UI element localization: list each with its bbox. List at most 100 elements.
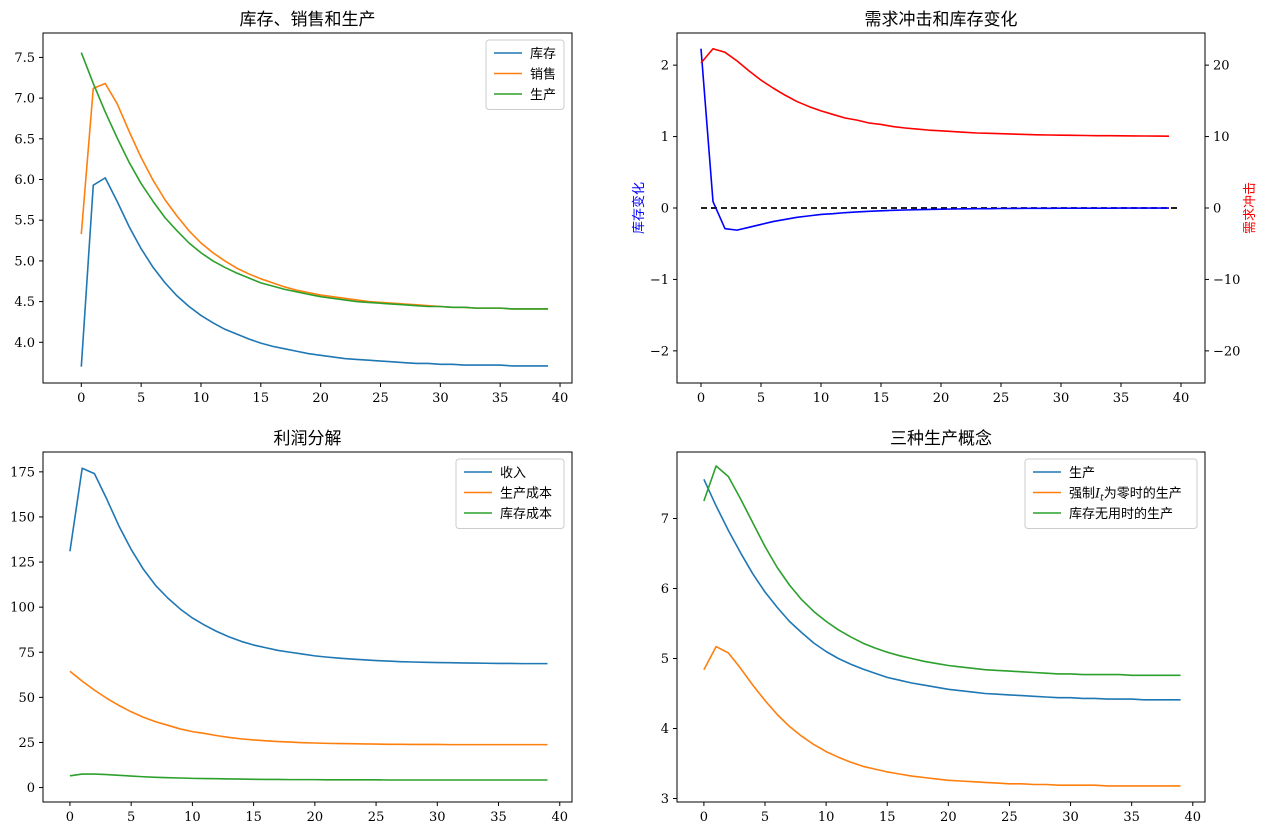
legend-label: 生产 [1069, 466, 1095, 481]
series-line-2 [703, 645, 1181, 787]
y-tick-label: 4 [661, 722, 669, 737]
y-tick-label: 6.0 [14, 173, 35, 188]
y-tick-label: 6.5 [14, 132, 35, 147]
legend-box [1024, 458, 1198, 529]
y-tick-label: 25 [18, 736, 35, 751]
y-tick-label: 1 [661, 130, 669, 145]
y-tick-label: 75 [18, 646, 35, 661]
x-tick-label: 0 [66, 810, 74, 825]
x-tick-label: 5 [761, 810, 769, 825]
y-tick-label: 4.5 [14, 295, 35, 310]
plot-frame [676, 32, 1206, 384]
x-tick-label: 0 [697, 391, 705, 406]
x-tick-label: 10 [813, 391, 830, 406]
x-tick-label: 10 [818, 810, 835, 825]
y-right-tick-label: 0 [1213, 202, 1221, 217]
x-tick-label: 35 [1113, 391, 1130, 406]
x-tick-label: 20 [940, 810, 957, 825]
x-tick-label: 0 [700, 810, 708, 825]
legend-box [485, 39, 565, 110]
y-tick-label: 3 [661, 792, 669, 807]
y-right-tick-label: 10 [1213, 130, 1230, 145]
y-tick-label: 0 [27, 781, 35, 796]
series-line-2 [80, 82, 549, 310]
x-tick-label: 5 [757, 391, 765, 406]
x-tick-label: 15 [245, 810, 262, 825]
legend-label: 销售 [530, 67, 556, 83]
legend-label: 生产成本 [500, 487, 552, 502]
y-tick-label: −2 [650, 344, 669, 359]
x-tick-label: 15 [879, 810, 896, 825]
chart-title: 库存、销售和生产 [240, 10, 376, 30]
y-tick-label: 125 [10, 556, 35, 571]
y-tick-label: 0 [661, 202, 669, 217]
y-tick-label: 6 [661, 582, 669, 597]
chart-panel-1: 库存、销售和生产 0 5 10 15 20 25 30 35 40 4.0 4.5 5.0 5.5 6.0 6… [14, 10, 573, 406]
y-tick-label: −1 [650, 273, 669, 288]
y-tick-label: 4.0 [14, 336, 35, 351]
y-tick-label: 7 [661, 512, 669, 527]
x-tick-label: 15 [253, 391, 270, 406]
y-tick-label: 175 [10, 465, 35, 480]
series-line-1 [703, 478, 1181, 701]
x-tick-label: 25 [372, 391, 389, 406]
x-tick-label: 20 [933, 391, 950, 406]
plot-frame [676, 451, 1206, 803]
y-tick-label: 50 [18, 691, 35, 706]
chart-title: 利润分解 [274, 429, 342, 449]
legend-label: 库存无用时的生产 [1069, 506, 1173, 522]
y-right-tick-label: −10 [1213, 273, 1240, 288]
plot-frame [42, 32, 573, 384]
y-tick-label: 100 [10, 601, 35, 616]
series-line-2 [700, 47, 1170, 137]
x-tick-label: 10 [193, 391, 210, 406]
x-tick-label: 35 [490, 810, 507, 825]
x-tick-label: 40 [1173, 391, 1190, 406]
y-right-tick-label: 20 [1213, 59, 1230, 74]
series-line-3 [69, 773, 548, 781]
x-tick-label: 40 [551, 810, 568, 825]
x-tick-label: 15 [873, 391, 890, 406]
x-tick-label: 25 [993, 391, 1010, 406]
x-tick-label: 20 [312, 391, 329, 406]
chart-title: 三种生产概念 [890, 428, 992, 449]
series-line-1 [700, 48, 1169, 231]
x-tick-label: 5 [127, 810, 135, 825]
x-tick-label: 25 [1001, 810, 1018, 825]
chart-panel-3: 利润分解 0 5 10 15 20 25 30 35 40 0 25 50 75 100 125 150 175 收… [10, 429, 573, 825]
y-tick-label: 5 [661, 652, 669, 667]
x-tick-label: 40 [1185, 810, 1202, 825]
x-tick-label: 35 [492, 391, 509, 406]
x-tick-label: 30 [432, 391, 449, 406]
y-tick-label: 5.0 [14, 254, 35, 269]
x-tick-label: 30 [1053, 391, 1070, 406]
y-right-axis-label: 需求冲击 [1243, 182, 1258, 234]
series-line-1 [69, 467, 548, 665]
series-line-3 [703, 465, 1181, 677]
x-tick-label: 20 [307, 810, 324, 825]
y-tick-label: 7.0 [14, 92, 35, 107]
x-tick-label: 25 [368, 810, 385, 825]
series-line-1 [80, 177, 549, 367]
y-axis-label: 库存变化 [631, 182, 647, 234]
y-tick-label: 2 [661, 59, 669, 74]
x-tick-label: 0 [77, 391, 85, 406]
x-tick-label: 35 [1123, 810, 1140, 825]
legend-label: 库存 [530, 46, 556, 62]
legend-label: 强制It为零时的生产 [1069, 486, 1182, 504]
x-tick-label: 30 [429, 810, 446, 825]
legend-label: 库存成本 [500, 506, 552, 522]
x-tick-label: 10 [184, 810, 201, 825]
legend-label: 收入 [500, 466, 526, 481]
x-tick-label: 5 [137, 391, 145, 406]
legend-label: 生产 [530, 88, 556, 103]
chart-panel-4: 三种生产概念 0 5 10 15 20 25 30 35 40 3 4 5 6 7 生产强制It为零时的生产库… [661, 428, 1206, 825]
chart-title: 需求冲击和库存变化 [865, 10, 1018, 30]
plot-frame [42, 451, 573, 803]
y-tick-label: 5.5 [14, 214, 35, 229]
series-line-3 [80, 52, 549, 310]
